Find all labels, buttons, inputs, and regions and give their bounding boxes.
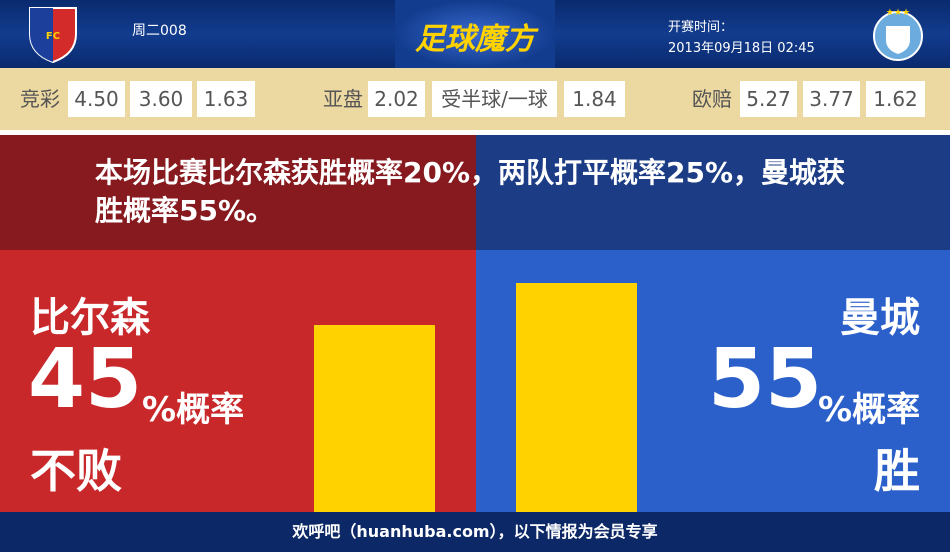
home-logo: FC	[29, 7, 77, 64]
odds-value: 3.60	[130, 81, 192, 117]
kickoff-time: 2013年09月18日 02:45	[668, 41, 815, 56]
divider	[0, 130, 950, 135]
home-unit: %概率	[142, 390, 245, 430]
odds-label: 亚盘	[323, 87, 363, 111]
away-outcome: 胜	[874, 444, 920, 498]
away-logo: ★★★	[873, 8, 923, 61]
away-percent: 55	[708, 332, 823, 427]
svg-text:FC: FC	[46, 31, 60, 42]
odds-value: 1.84	[564, 81, 625, 117]
odds-value: 1.63	[197, 81, 255, 117]
odds-value: 5.27	[740, 81, 797, 117]
odds-value: 1.62	[866, 81, 925, 117]
summary-text: 本场比赛比尔森获胜概率20%，两队打平概率25%，曼城获胜概率55%。	[95, 156, 846, 227]
summary-left	[0, 135, 476, 250]
odds-value: 受半球/一球	[432, 81, 557, 117]
bar	[516, 283, 637, 512]
odds-label: 竞彩	[20, 87, 60, 111]
home-percent: 45	[28, 332, 143, 427]
summary-right	[476, 135, 950, 250]
odds-value: 2.02	[368, 81, 425, 117]
bar	[314, 324, 435, 512]
away-unit: %概率	[818, 390, 921, 430]
footer: 欢呼吧（huanhuba.com），以下情报为会员专享	[0, 512, 950, 552]
home-name: 比尔森	[30, 295, 150, 341]
svg-text:★★★: ★★★	[886, 8, 910, 18]
odds-label: 欧赔	[692, 87, 732, 111]
home-outcome: 不败	[30, 444, 122, 498]
odds-value: 4.50	[68, 81, 125, 117]
match-id: 周二008	[132, 23, 187, 39]
logo-glow	[395, 0, 555, 68]
odds-value: 3.77	[803, 81, 860, 117]
site-logo: 足球魔方	[415, 22, 535, 57]
away-name: 曼城	[840, 295, 920, 341]
kickoff-label: 开赛时间：	[668, 20, 734, 35]
